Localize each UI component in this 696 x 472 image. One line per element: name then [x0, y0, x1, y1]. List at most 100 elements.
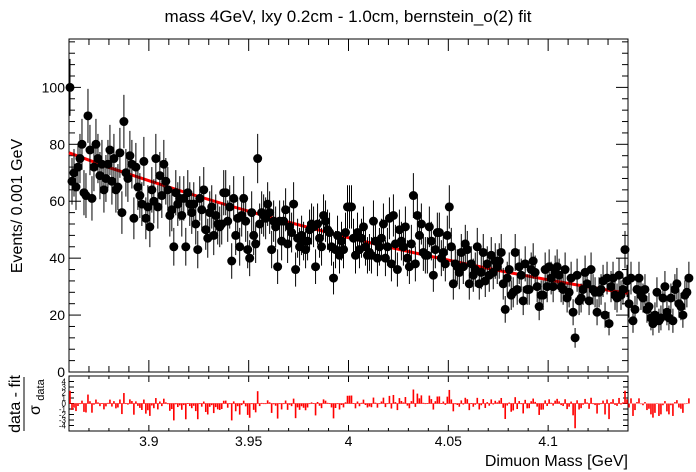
residual-bar — [83, 403, 85, 412]
data-point — [422, 237, 432, 274]
data-marker — [398, 242, 408, 252]
data-marker — [358, 222, 368, 232]
data-marker — [534, 302, 544, 312]
residual-bar — [398, 398, 401, 404]
data-marker — [494, 256, 504, 266]
data-point — [311, 249, 321, 285]
data-marker — [424, 222, 434, 232]
residual-bar — [173, 403, 175, 421]
data-marker — [628, 316, 638, 326]
residual-bar — [184, 403, 187, 420]
residual-bar — [442, 401, 445, 404]
residual-bar — [115, 403, 117, 409]
data-point — [640, 274, 650, 305]
residual-bar — [476, 397, 479, 404]
data-marker — [289, 199, 299, 209]
residual-bar — [518, 401, 521, 404]
data-marker — [592, 307, 602, 317]
data-marker — [199, 185, 209, 195]
y-tick-label: 80 — [49, 136, 65, 152]
data-marker — [251, 239, 261, 249]
residual-bar — [646, 403, 648, 411]
data-marker — [620, 245, 630, 255]
residual-bar — [672, 403, 674, 416]
residual-bar — [614, 403, 616, 405]
residual-bar — [554, 400, 556, 404]
residual-bar — [604, 403, 606, 415]
residual-bar — [650, 403, 652, 415]
residual-bar — [404, 397, 407, 404]
residual-bar — [177, 403, 179, 408]
residual-bar — [582, 403, 584, 405]
residual-bar — [202, 401, 205, 404]
x-tick-label: 3.95 — [235, 433, 262, 449]
data-marker — [135, 191, 145, 201]
residual-bar — [584, 398, 586, 404]
residual-bar — [640, 403, 642, 405]
data-marker — [448, 279, 458, 289]
residual-bar — [85, 403, 87, 413]
data-point — [199, 167, 209, 213]
data-marker — [660, 282, 670, 292]
residual-bar — [151, 403, 153, 406]
data-marker — [241, 216, 251, 226]
residual-bar — [306, 403, 309, 408]
residual-bar — [242, 400, 245, 404]
residual-bar — [286, 403, 289, 410]
residual-axis-ticks — [68, 376, 629, 431]
data-point — [117, 191, 127, 234]
residual-bar — [133, 403, 135, 415]
x-tick-label: 4.05 — [435, 433, 462, 449]
data-marker — [552, 262, 562, 272]
residual-bar — [171, 403, 173, 410]
residual-bar — [540, 403, 542, 410]
residual-bar — [123, 393, 125, 404]
residual-bar — [592, 403, 594, 405]
data-marker — [263, 199, 273, 209]
data-marker — [109, 154, 119, 164]
data-marker — [682, 287, 692, 297]
data-marker — [476, 267, 486, 277]
data-point — [153, 185, 163, 229]
residual-bar — [188, 403, 191, 407]
residual-bar — [448, 389, 451, 404]
residual-bar — [284, 400, 287, 404]
residual-bar — [570, 401, 572, 404]
data-marker — [163, 185, 173, 195]
residual-bar — [366, 403, 369, 408]
data-point — [416, 203, 426, 245]
data-marker — [572, 270, 582, 280]
residual-bar — [502, 403, 505, 408]
data-marker — [438, 247, 448, 257]
data-point — [626, 261, 636, 295]
y-tick-label: 40 — [49, 250, 65, 266]
data-marker — [337, 236, 347, 246]
data-marker — [119, 117, 129, 127]
data-point — [181, 227, 191, 266]
data-point — [169, 227, 179, 266]
data-point — [115, 127, 125, 178]
data-point — [586, 252, 596, 287]
residual-bar — [588, 403, 590, 409]
residual-bar — [406, 403, 409, 406]
data-point — [660, 271, 670, 303]
data-points-layer — [65, 58, 694, 348]
residual-bar — [127, 403, 129, 405]
residual-bar — [642, 403, 644, 406]
data-marker — [464, 279, 474, 289]
residual-bar — [598, 403, 600, 405]
data-marker — [239, 193, 249, 203]
residual-bar — [536, 403, 538, 407]
residual-bar — [200, 403, 203, 407]
residual-bar — [204, 403, 207, 412]
residual-bar — [492, 403, 495, 405]
residual-bar — [608, 403, 610, 420]
residual-bar — [296, 403, 299, 408]
residual-bar — [111, 403, 113, 407]
data-marker — [89, 162, 99, 172]
residual-bar — [666, 403, 668, 412]
residual-bar — [402, 402, 405, 404]
residual-bar — [332, 403, 335, 419]
residual-bar — [270, 403, 273, 413]
residual-bar — [468, 403, 471, 411]
